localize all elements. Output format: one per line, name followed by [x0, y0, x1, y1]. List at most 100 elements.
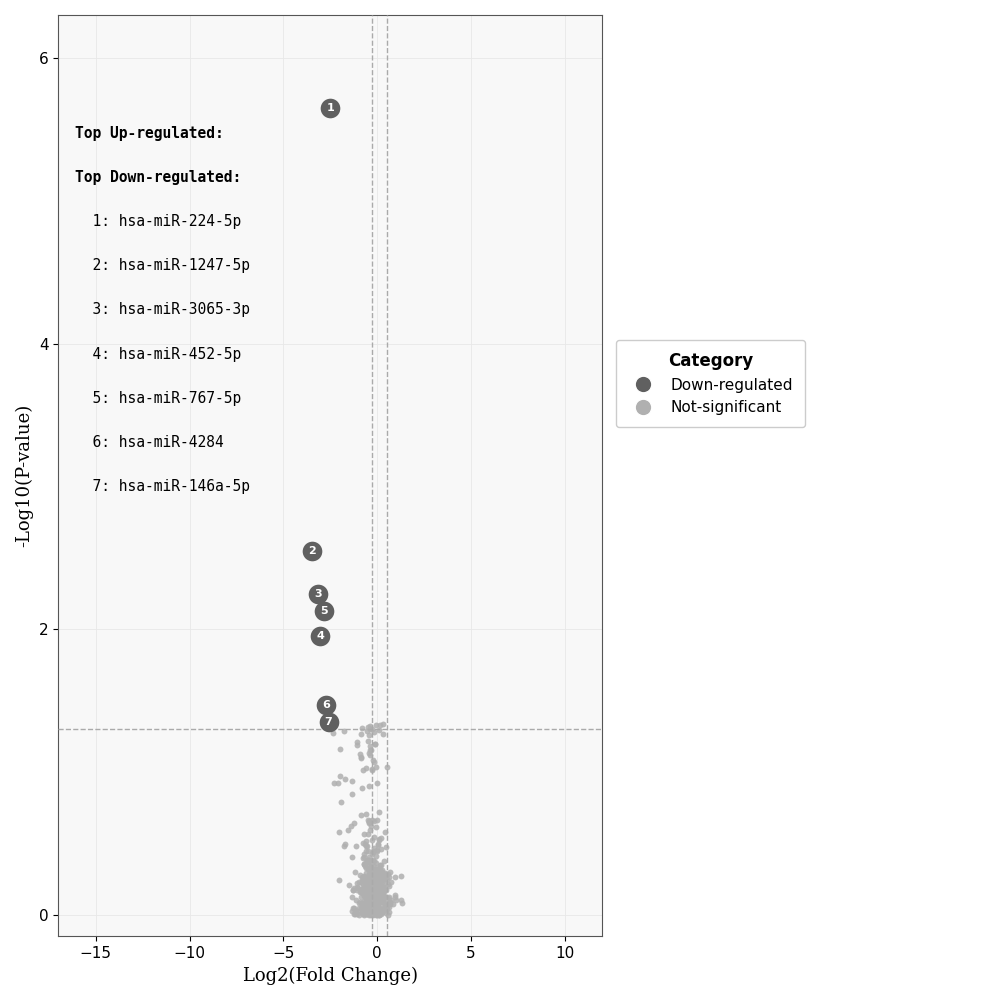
Point: [376, 894, 391, 910]
Point: [358, 860, 374, 876]
Point: [366, 880, 382, 896]
Point: [373, 890, 388, 906]
Point: [374, 898, 389, 914]
Point: [359, 723, 375, 739]
Point: [365, 902, 381, 918]
Point: [356, 826, 372, 842]
Point: [376, 902, 391, 918]
Point: [393, 895, 409, 911]
Point: [384, 874, 399, 890]
Point: [381, 876, 396, 892]
Point: [377, 853, 392, 869]
Point: [358, 889, 374, 905]
Point: [380, 898, 395, 914]
Point: [353, 900, 369, 916]
Point: [362, 874, 378, 890]
Point: [371, 893, 386, 909]
Point: [360, 896, 376, 912]
Point: [361, 904, 377, 920]
Point: [363, 883, 379, 899]
Point: [378, 905, 393, 921]
Point: [375, 726, 390, 742]
Point: [371, 907, 386, 923]
Point: [358, 806, 374, 822]
Point: [377, 897, 392, 913]
Point: [349, 882, 365, 898]
Point: [325, 725, 341, 741]
Point: [368, 889, 384, 905]
Point: [369, 862, 385, 878]
Point: [362, 904, 378, 920]
Point: [381, 890, 396, 906]
Point: [365, 888, 381, 904]
Point: [364, 870, 380, 886]
Point: [372, 857, 387, 873]
Point: [376, 888, 391, 904]
Point: [364, 897, 380, 913]
Point: [371, 903, 386, 919]
Point: [364, 896, 380, 912]
Point: [367, 901, 383, 917]
Point: [365, 762, 381, 778]
Point: [374, 871, 389, 887]
Point: [367, 865, 383, 881]
Point: [333, 794, 349, 810]
Point: [376, 875, 391, 891]
Point: [354, 884, 370, 900]
Point: [376, 902, 391, 918]
Point: [326, 775, 342, 791]
Point: [383, 894, 398, 910]
Point: [374, 864, 389, 880]
Point: [351, 895, 367, 911]
Point: [363, 876, 379, 892]
Text: 4: hsa-miR-452-5p: 4: hsa-miR-452-5p: [74, 347, 241, 362]
Point: [366, 876, 382, 892]
Point: [349, 737, 365, 753]
Point: [375, 886, 390, 902]
Point: [381, 907, 396, 923]
Legend: Down-regulated, Not-significant: Down-regulated, Not-significant: [615, 340, 806, 427]
Point: [370, 865, 385, 881]
Point: [369, 903, 385, 919]
Point: [353, 750, 369, 766]
Point: [370, 894, 385, 910]
Text: 7: 7: [325, 717, 332, 727]
Point: [352, 900, 368, 916]
Point: [359, 898, 375, 914]
Point: [368, 862, 384, 878]
Point: [364, 895, 380, 911]
Point: [361, 778, 377, 794]
Point: [331, 872, 347, 888]
Point: [361, 877, 377, 893]
Point: [365, 868, 381, 884]
Point: [369, 893, 385, 909]
Point: [358, 901, 374, 917]
Y-axis label: -Log10(P-value): -Log10(P-value): [15, 404, 34, 547]
Point: [366, 866, 382, 882]
Point: [363, 818, 379, 834]
Point: [364, 864, 380, 880]
Point: [359, 877, 375, 893]
Point: [357, 856, 373, 872]
Point: [365, 898, 381, 914]
Point: [346, 880, 362, 896]
Point: [345, 773, 361, 789]
Point: [360, 906, 376, 922]
Point: [379, 866, 394, 882]
Point: [368, 736, 384, 752]
Point: [355, 875, 371, 891]
Point: [346, 815, 362, 831]
Point: [355, 869, 371, 885]
Point: [375, 892, 390, 908]
Point: [377, 889, 392, 905]
Point: [385, 896, 401, 912]
Point: [361, 857, 377, 873]
Point: [380, 759, 395, 775]
Point: [366, 878, 382, 894]
Point: [370, 892, 385, 908]
Point: [366, 892, 382, 908]
Point: [359, 899, 375, 915]
Point: [370, 868, 385, 884]
Point: [366, 865, 382, 881]
Point: [366, 883, 382, 899]
